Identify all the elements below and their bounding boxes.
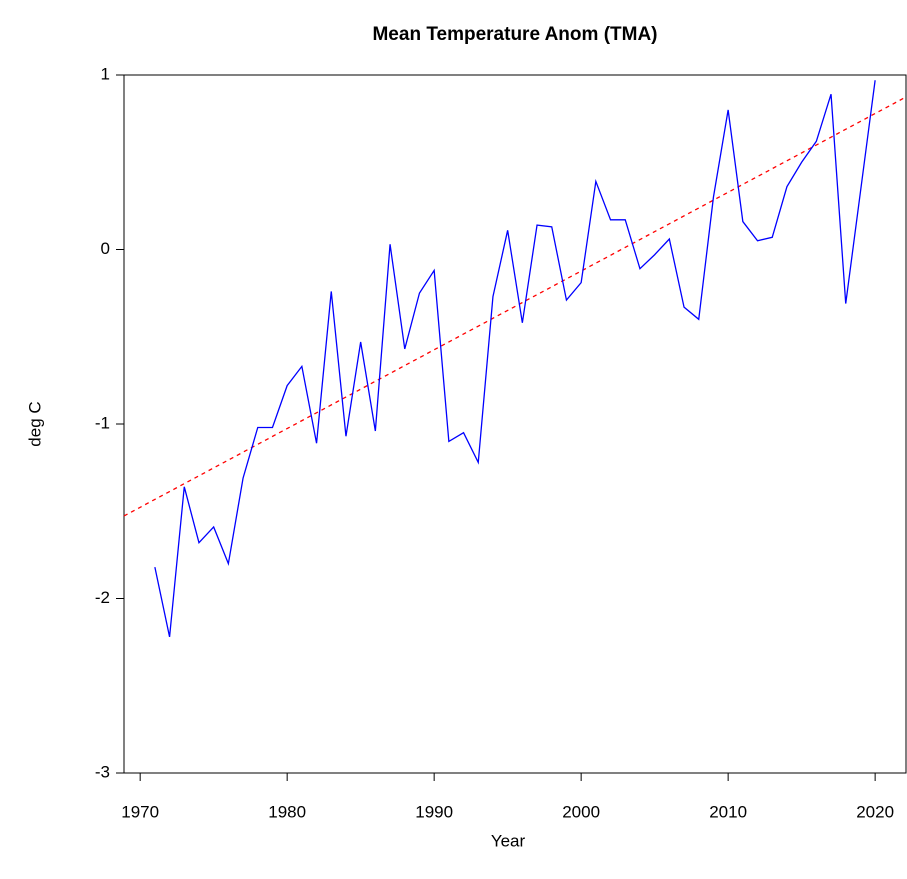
x-tick-label: 1990 — [415, 802, 453, 821]
x-tick-label: 2000 — [562, 802, 600, 821]
y-tick-label: -3 — [95, 762, 110, 781]
data-line — [154, 80, 876, 638]
y-tick-label: -2 — [95, 588, 110, 607]
x-tick-label: 2020 — [856, 802, 894, 821]
trend-line — [123, 96, 907, 517]
chart-title: Mean Temperature Anom (TMA) — [372, 24, 657, 45]
x-tick-label: 2010 — [709, 802, 747, 821]
y-tick-label: -1 — [95, 413, 110, 432]
y-tick-label: 1 — [101, 64, 110, 83]
x-tick-label: 1980 — [268, 802, 306, 821]
plot-box — [123, 74, 907, 774]
y-axis-label: deg C — [25, 401, 44, 446]
x-axis-label: Year — [491, 831, 526, 850]
y-tick-label: 0 — [101, 239, 110, 258]
x-tick-label: 1970 — [121, 802, 159, 821]
